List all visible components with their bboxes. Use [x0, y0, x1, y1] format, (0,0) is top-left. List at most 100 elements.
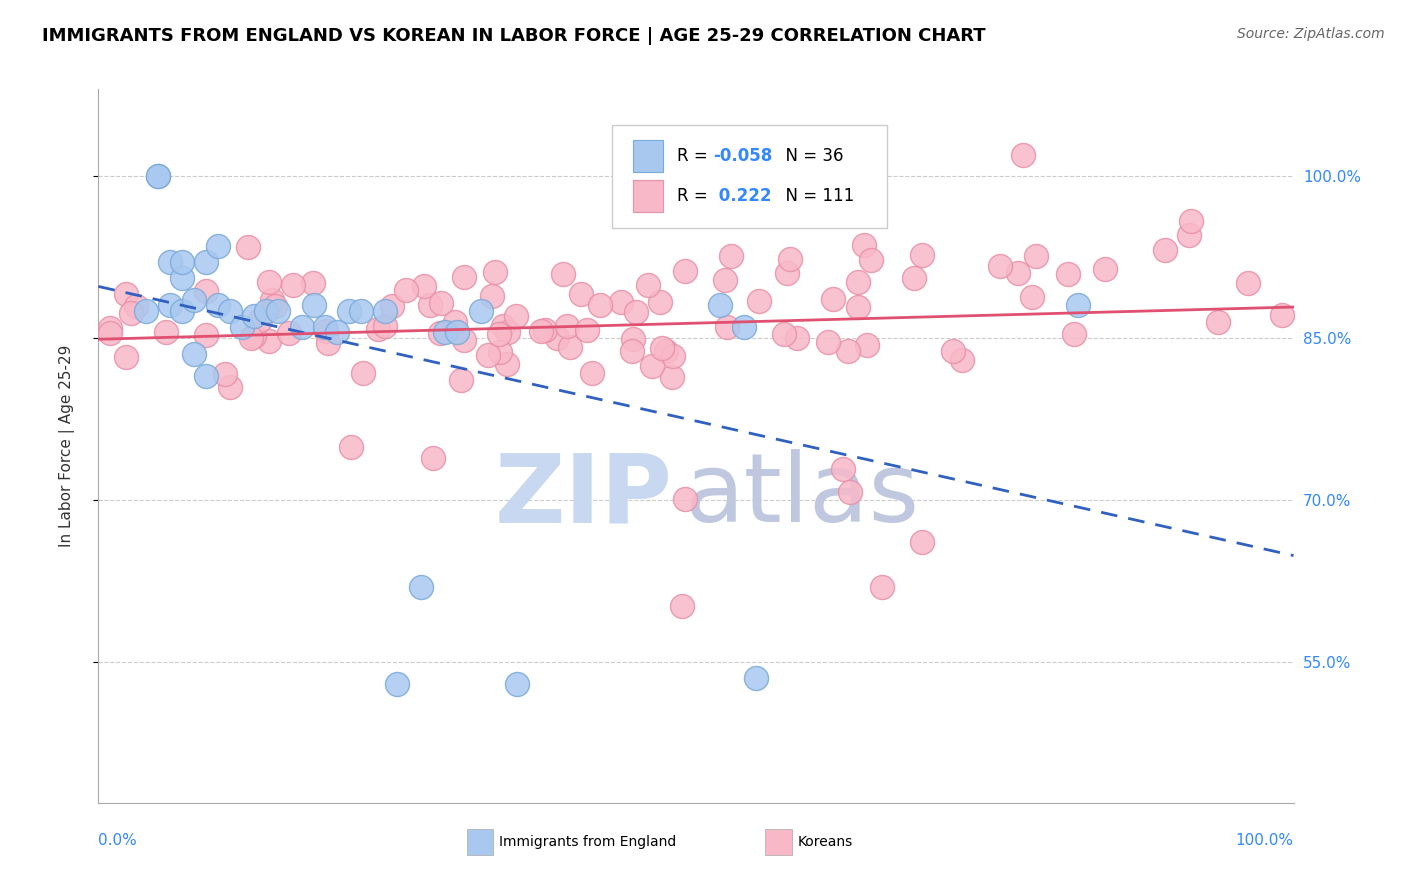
- Point: [853, 237, 876, 252]
- Point: [837, 344, 859, 359]
- Point: [655, 344, 678, 359]
- Point: [488, 327, 510, 342]
- Point: [194, 284, 217, 298]
- Point: [648, 295, 671, 310]
- Text: atlas: atlas: [685, 450, 920, 542]
- Point: [484, 265, 506, 279]
- Point: [709, 298, 731, 312]
- Point: [560, 340, 582, 354]
- Point: [281, 277, 304, 292]
- Point: [714, 273, 737, 287]
- Point: [155, 325, 177, 339]
- Text: -0.058: -0.058: [713, 146, 772, 164]
- Point: [267, 303, 290, 318]
- Point: [581, 366, 603, 380]
- Point: [148, 169, 170, 183]
- Point: [624, 305, 647, 319]
- Point: [1007, 266, 1029, 280]
- Text: 0.0%: 0.0%: [98, 833, 138, 848]
- Point: [277, 326, 299, 340]
- Point: [453, 333, 475, 347]
- Point: [374, 319, 396, 334]
- Point: [609, 295, 631, 310]
- Point: [839, 485, 862, 500]
- Point: [257, 275, 280, 289]
- Point: [1237, 277, 1260, 291]
- Text: IMMIGRANTS FROM ENGLAND VS KOREAN IN LABOR FORCE | AGE 25-29 CORRELATION CHART: IMMIGRANTS FROM ENGLAND VS KOREAN IN LAB…: [42, 27, 986, 45]
- Point: [942, 344, 965, 359]
- Point: [207, 239, 229, 253]
- Text: N = 36: N = 36: [775, 146, 844, 164]
- Text: N = 111: N = 111: [775, 187, 853, 205]
- Point: [262, 293, 284, 307]
- Point: [172, 303, 194, 318]
- Point: [302, 276, 325, 290]
- Point: [350, 303, 373, 318]
- Point: [1094, 262, 1116, 277]
- Point: [381, 298, 404, 312]
- Point: [716, 320, 738, 334]
- Point: [120, 306, 142, 320]
- Point: [374, 303, 396, 318]
- Point: [411, 580, 433, 594]
- Point: [125, 299, 148, 313]
- Point: [496, 357, 519, 371]
- Point: [207, 298, 229, 312]
- Point: [315, 324, 337, 338]
- Point: [453, 269, 475, 284]
- Text: Immigrants from England: Immigrants from England: [499, 835, 676, 849]
- Text: 0.222: 0.222: [713, 187, 772, 205]
- Point: [489, 345, 512, 359]
- Point: [772, 326, 794, 341]
- Point: [903, 270, 925, 285]
- Point: [950, 353, 973, 368]
- Point: [326, 326, 349, 340]
- Point: [316, 336, 339, 351]
- Point: [673, 264, 696, 278]
- Point: [589, 298, 612, 312]
- Point: [576, 323, 599, 337]
- Point: [1178, 227, 1201, 242]
- Point: [135, 303, 157, 318]
- Point: [551, 268, 574, 282]
- Point: [257, 334, 280, 349]
- Point: [214, 367, 236, 381]
- Point: [249, 313, 271, 327]
- Point: [450, 373, 472, 387]
- Point: [183, 347, 205, 361]
- Point: [148, 169, 170, 183]
- Point: [195, 328, 218, 343]
- Point: [1056, 268, 1078, 282]
- Point: [775, 266, 797, 280]
- Point: [661, 370, 683, 384]
- Point: [1180, 213, 1202, 227]
- Text: Source: ZipAtlas.com: Source: ZipAtlas.com: [1237, 27, 1385, 41]
- Point: [1206, 315, 1229, 329]
- Point: [254, 303, 277, 318]
- Y-axis label: In Labor Force | Age 25-29: In Labor Force | Age 25-29: [59, 345, 75, 547]
- Point: [481, 289, 503, 303]
- Text: 100.0%: 100.0%: [1236, 833, 1294, 848]
- Point: [419, 298, 441, 312]
- Point: [846, 275, 869, 289]
- FancyBboxPatch shape: [613, 125, 887, 228]
- Bar: [467, 830, 494, 855]
- Point: [352, 367, 374, 381]
- Point: [637, 277, 659, 292]
- Bar: [633, 139, 662, 171]
- Point: [98, 321, 122, 335]
- Point: [1063, 326, 1085, 341]
- Point: [183, 293, 205, 307]
- Point: [1025, 249, 1047, 263]
- Point: [1021, 290, 1043, 304]
- Point: [429, 326, 451, 341]
- Point: [446, 326, 468, 340]
- Point: [195, 255, 218, 269]
- Point: [339, 440, 361, 454]
- Point: [1011, 147, 1033, 161]
- Bar: [633, 180, 662, 212]
- Point: [817, 334, 839, 349]
- Point: [172, 271, 194, 285]
- Point: [821, 292, 844, 306]
- Text: Koreans: Koreans: [797, 835, 853, 849]
